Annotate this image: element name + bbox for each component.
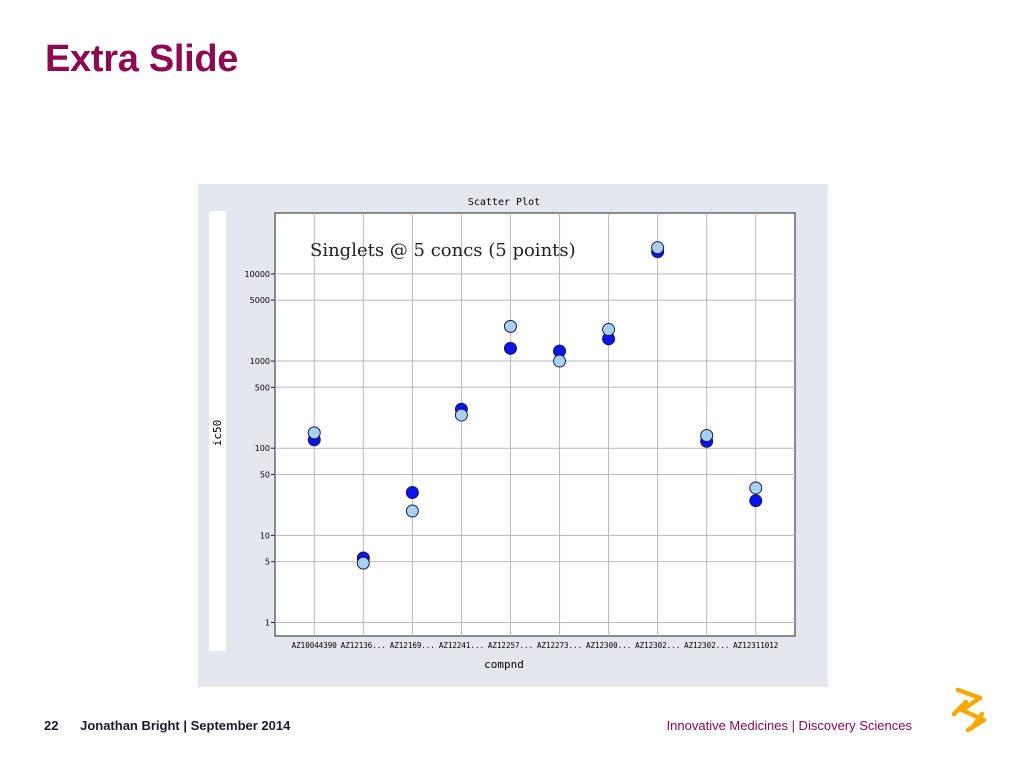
footer-left: 22 Jonathan Bright | September 2014 <box>44 718 290 733</box>
y-tick-label: 500 <box>255 383 270 392</box>
y-tick-label: 10000 <box>245 270 270 279</box>
scatter-chart-panel: Scatter Plot ic50 10000 5000 1000 500 100 50 1… <box>198 184 828 687</box>
scatter-point <box>405 486 419 500</box>
scatter-point <box>651 241 665 255</box>
y-tick-label: 1 <box>265 619 270 628</box>
x-tick-label: AZ12300... <box>586 641 631 650</box>
x-tick-label: AZ12169... <box>390 641 435 650</box>
scatter-point <box>700 428 714 442</box>
x-tick-label: AZ10044390 <box>292 641 338 650</box>
footer: 22 Jonathan Bright | September 2014 Inno… <box>0 718 1024 738</box>
author-date: Jonathan Bright | September 2014 <box>80 718 291 733</box>
y-tick-label: 10 <box>260 531 270 540</box>
scatter-point <box>749 481 763 495</box>
scatter-point <box>503 341 517 355</box>
y-tick-label: 5000 <box>250 296 270 305</box>
x-tick-label: AZ12273... <box>537 641 582 650</box>
scatter-point <box>307 426 321 440</box>
scatter-point <box>405 504 419 518</box>
scatter-point <box>356 556 370 570</box>
y-tick-label: 5 <box>265 558 270 567</box>
x-axis-label: compnd <box>484 658 524 671</box>
x-tick-label: AZ12302... <box>635 641 680 650</box>
scatter-chart: Scatter Plot ic50 1000050001000500100501… <box>209 197 796 671</box>
y-axis-ticks: 10000 5000 1000 500 100 50 10 5 1 <box>245 270 275 628</box>
chart-title: Scatter Plot <box>468 197 540 208</box>
x-tick-label: AZ12257... <box>488 641 533 650</box>
scatter-point <box>454 408 468 422</box>
x-tick-label: AZ12302... <box>684 641 729 650</box>
y-tick-label: 50 <box>260 470 270 479</box>
scatter-point <box>602 323 616 337</box>
y-axis-label: ic50 <box>211 420 224 447</box>
astrazeneca-logo-icon <box>951 687 987 733</box>
scatter-point <box>553 354 567 368</box>
department-label: Innovative Medicines | Discovery Science… <box>666 718 912 733</box>
y-tick-label: 1000 <box>250 357 270 366</box>
scatter-point <box>503 319 517 333</box>
x-tick-label: AZ12311012 <box>733 641 778 650</box>
y-tick-label: 100 <box>255 444 270 453</box>
x-axis-ticks: AZ10044390 AZ12136... AZ12169... AZ12241...… <box>292 641 779 650</box>
ylabel-panel <box>209 211 226 651</box>
x-tick-label: AZ12136... <box>341 641 386 650</box>
x-tick-label: AZ12241... <box>439 641 484 650</box>
page-number: 22 <box>44 718 59 733</box>
slide-title: Extra Slide <box>45 38 239 80</box>
scatter-point <box>749 494 763 508</box>
chart-annotation: Singlets @ 5 concs (5 points) <box>310 240 576 261</box>
data-points <box>307 241 763 570</box>
plot-area <box>274 212 796 637</box>
